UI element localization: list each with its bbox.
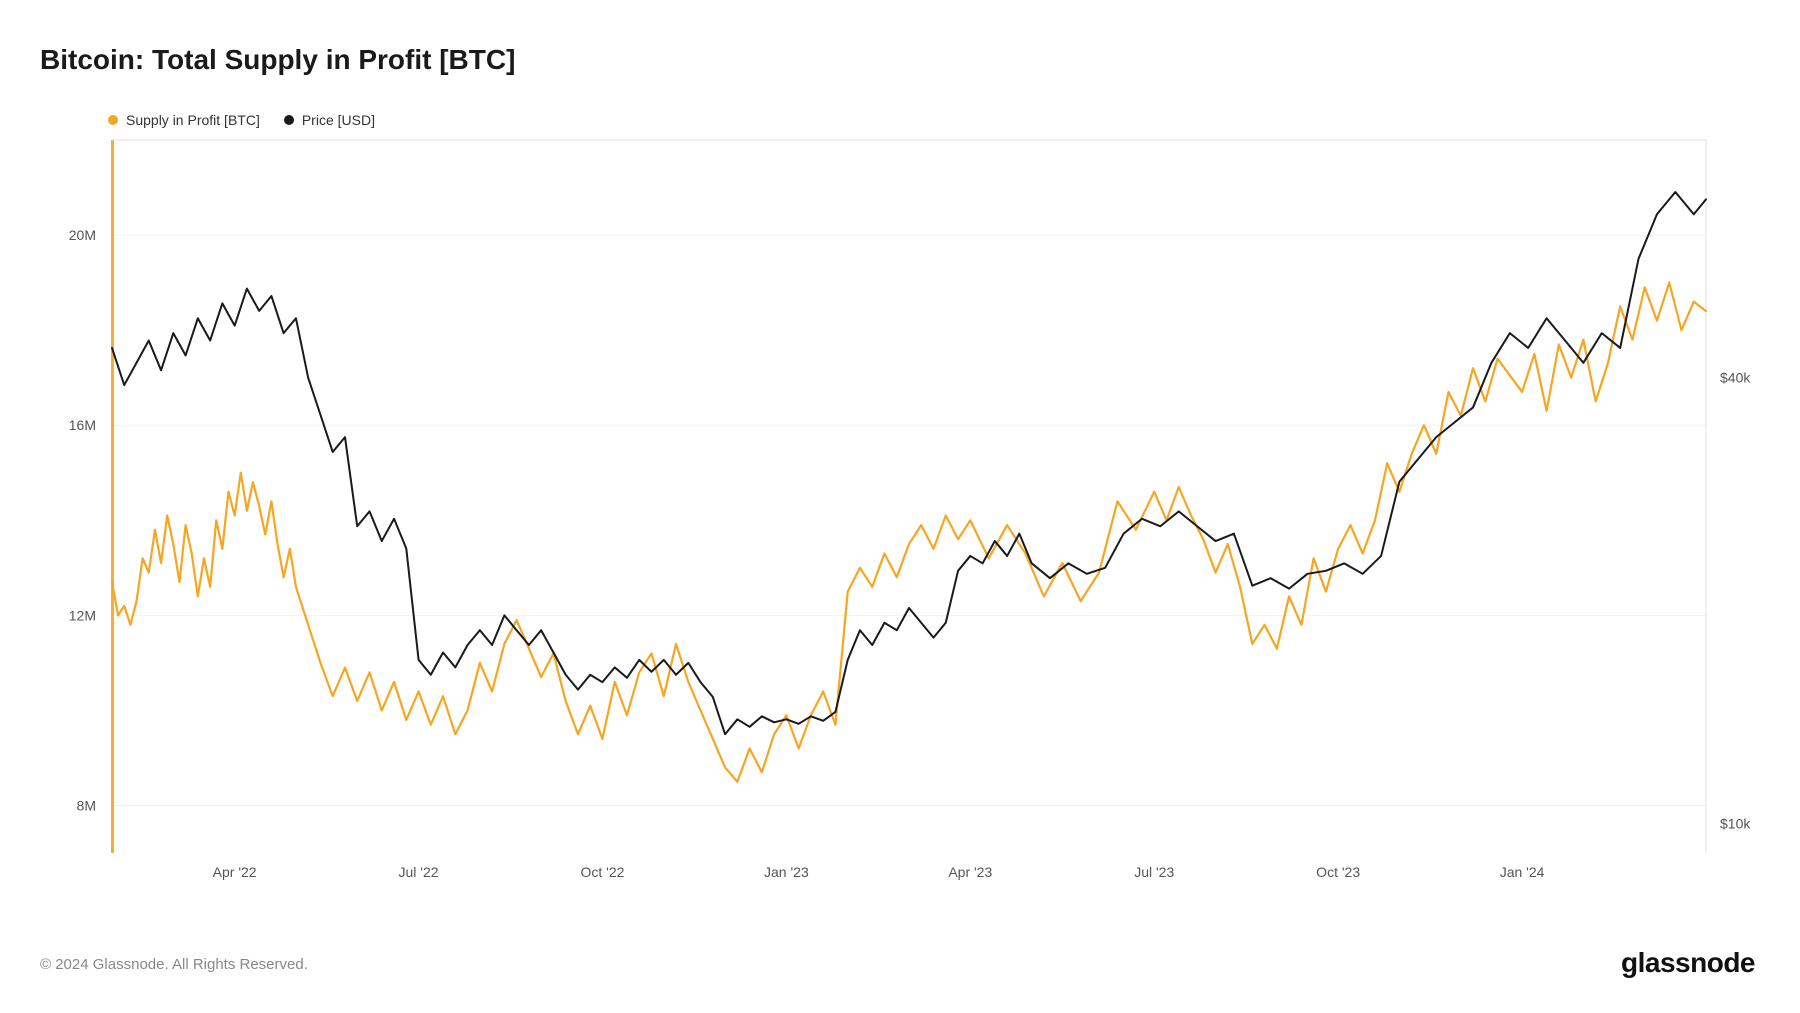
svg-text:Apr '22: Apr '22 <box>213 864 257 880</box>
svg-text:8M: 8M <box>77 798 96 814</box>
svg-text:Jul '23: Jul '23 <box>1134 864 1174 880</box>
svg-text:$40k: $40k <box>1720 370 1751 386</box>
svg-text:20M: 20M <box>69 227 96 243</box>
chart-container: Bitcoin: Total Supply in Profit [BTC] Su… <box>0 0 1800 1013</box>
legend-label-supply: Supply in Profit [BTC] <box>126 112 260 128</box>
svg-text:Apr '23: Apr '23 <box>948 864 992 880</box>
svg-text:Jan '23: Jan '23 <box>764 864 809 880</box>
svg-text:$10k: $10k <box>1720 815 1751 831</box>
legend-swatch-supply <box>108 115 118 125</box>
brand-logo: glassnode <box>1621 947 1755 979</box>
footer-copyright: © 2024 Glassnode. All Rights Reserved. <box>40 956 308 973</box>
legend-swatch-price <box>284 115 294 125</box>
svg-text:Jul '22: Jul '22 <box>399 864 439 880</box>
chart-title: Bitcoin: Total Supply in Profit [BTC] <box>40 44 515 76</box>
svg-text:Jan '24: Jan '24 <box>1500 864 1545 880</box>
legend-item-price: Price [USD] <box>284 112 375 128</box>
legend-label-price: Price [USD] <box>302 112 375 128</box>
chart-plot-area: 8M12M16M20M$10k$40kApr '22Jul '22Oct '22… <box>108 134 1710 883</box>
svg-text:12M: 12M <box>69 607 96 623</box>
svg-text:Oct '22: Oct '22 <box>580 864 624 880</box>
legend-item-supply: Supply in Profit [BTC] <box>108 112 260 128</box>
svg-text:Oct '23: Oct '23 <box>1316 864 1360 880</box>
svg-text:16M: 16M <box>69 417 96 433</box>
chart-legend: Supply in Profit [BTC] Price [USD] <box>108 112 375 128</box>
